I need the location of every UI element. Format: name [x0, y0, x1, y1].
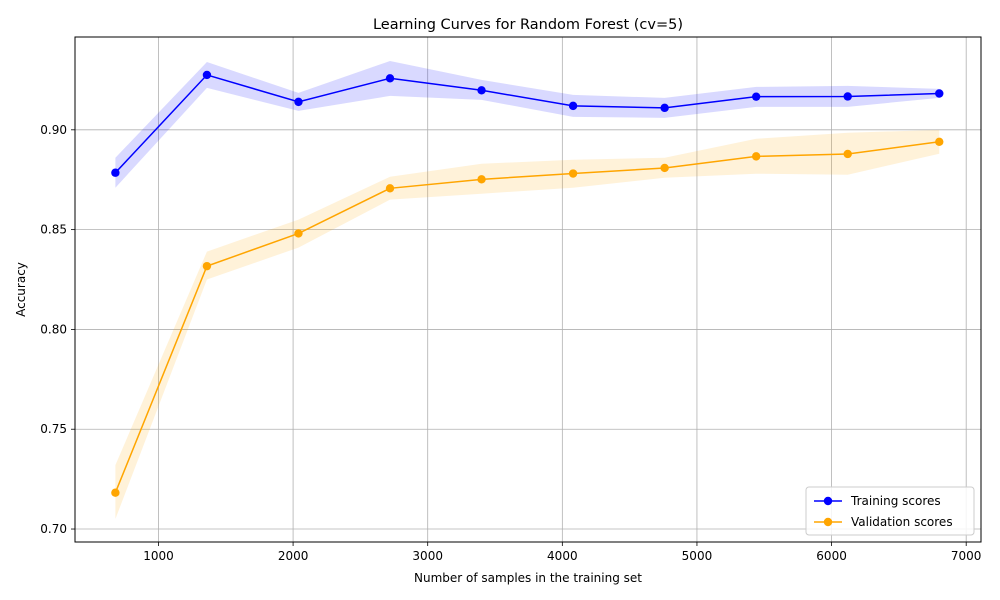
data-point-training	[660, 103, 669, 113]
x-tick-label: 7000	[951, 549, 982, 563]
series-line-training	[114, 74, 940, 174]
series-line-validation	[114, 141, 940, 493]
y-tick-label: 0.70	[40, 522, 67, 536]
data-point-training	[568, 101, 578, 111]
data-point-training	[202, 70, 212, 80]
y-axis-label: Accuracy	[14, 262, 28, 317]
x-tick-label: 6000	[816, 549, 847, 563]
legend-marker-training	[823, 496, 833, 506]
data-point-validation	[843, 149, 852, 159]
x-tick-label: 3000	[412, 549, 443, 563]
data-point-validation	[935, 137, 944, 146]
legend-label-validation: Validation scores	[851, 515, 953, 529]
x-tick-label: 5000	[682, 549, 713, 563]
confidence-band-training	[115, 60, 940, 188]
confidence-band-validation	[115, 129, 940, 520]
legend: Training scores Validation scores	[805, 486, 975, 536]
y-tick-label: 0.90	[40, 123, 67, 137]
series-layer	[111, 70, 944, 497]
data-point-training	[751, 92, 761, 101]
data-point-training	[477, 86, 486, 95]
x-tick-label: 1000	[143, 549, 174, 563]
plot-frame	[74, 36, 982, 543]
data-point-training	[111, 168, 120, 177]
legend-marker-validation	[823, 517, 833, 527]
data-point-validation	[202, 261, 212, 271]
legend-box	[805, 486, 975, 536]
y-tick-label: 0.85	[40, 223, 67, 237]
data-point-validation	[660, 163, 669, 173]
data-point-validation	[385, 184, 395, 193]
x-axis-label: Number of samples in the training set	[414, 571, 642, 585]
confidence-bands	[115, 60, 940, 520]
data-point-validation	[568, 169, 578, 178]
data-point-validation	[751, 152, 761, 161]
data-point-validation	[477, 175, 486, 184]
data-point-training	[385, 74, 395, 83]
legend-label-training: Training scores	[850, 494, 941, 508]
data-point-training	[843, 92, 852, 101]
y-tick-label: 0.75	[40, 422, 67, 436]
x-tick-label: 4000	[547, 549, 578, 563]
axis-ticks: 1000 2000 3000 4000 5000 6000 7000 0.70 0.75 0.80…	[40, 123, 981, 563]
chart-title: Learning Curves for Random Forest (cv=5)	[373, 17, 683, 33]
data-point-training	[294, 97, 303, 107]
y-tick-label: 0.80	[40, 322, 67, 336]
grid-layer	[75, 37, 981, 542]
x-tick-label: 2000	[278, 549, 309, 563]
data-point-training	[935, 89, 944, 98]
data-point-validation	[111, 488, 120, 497]
data-point-validation	[294, 229, 303, 238]
